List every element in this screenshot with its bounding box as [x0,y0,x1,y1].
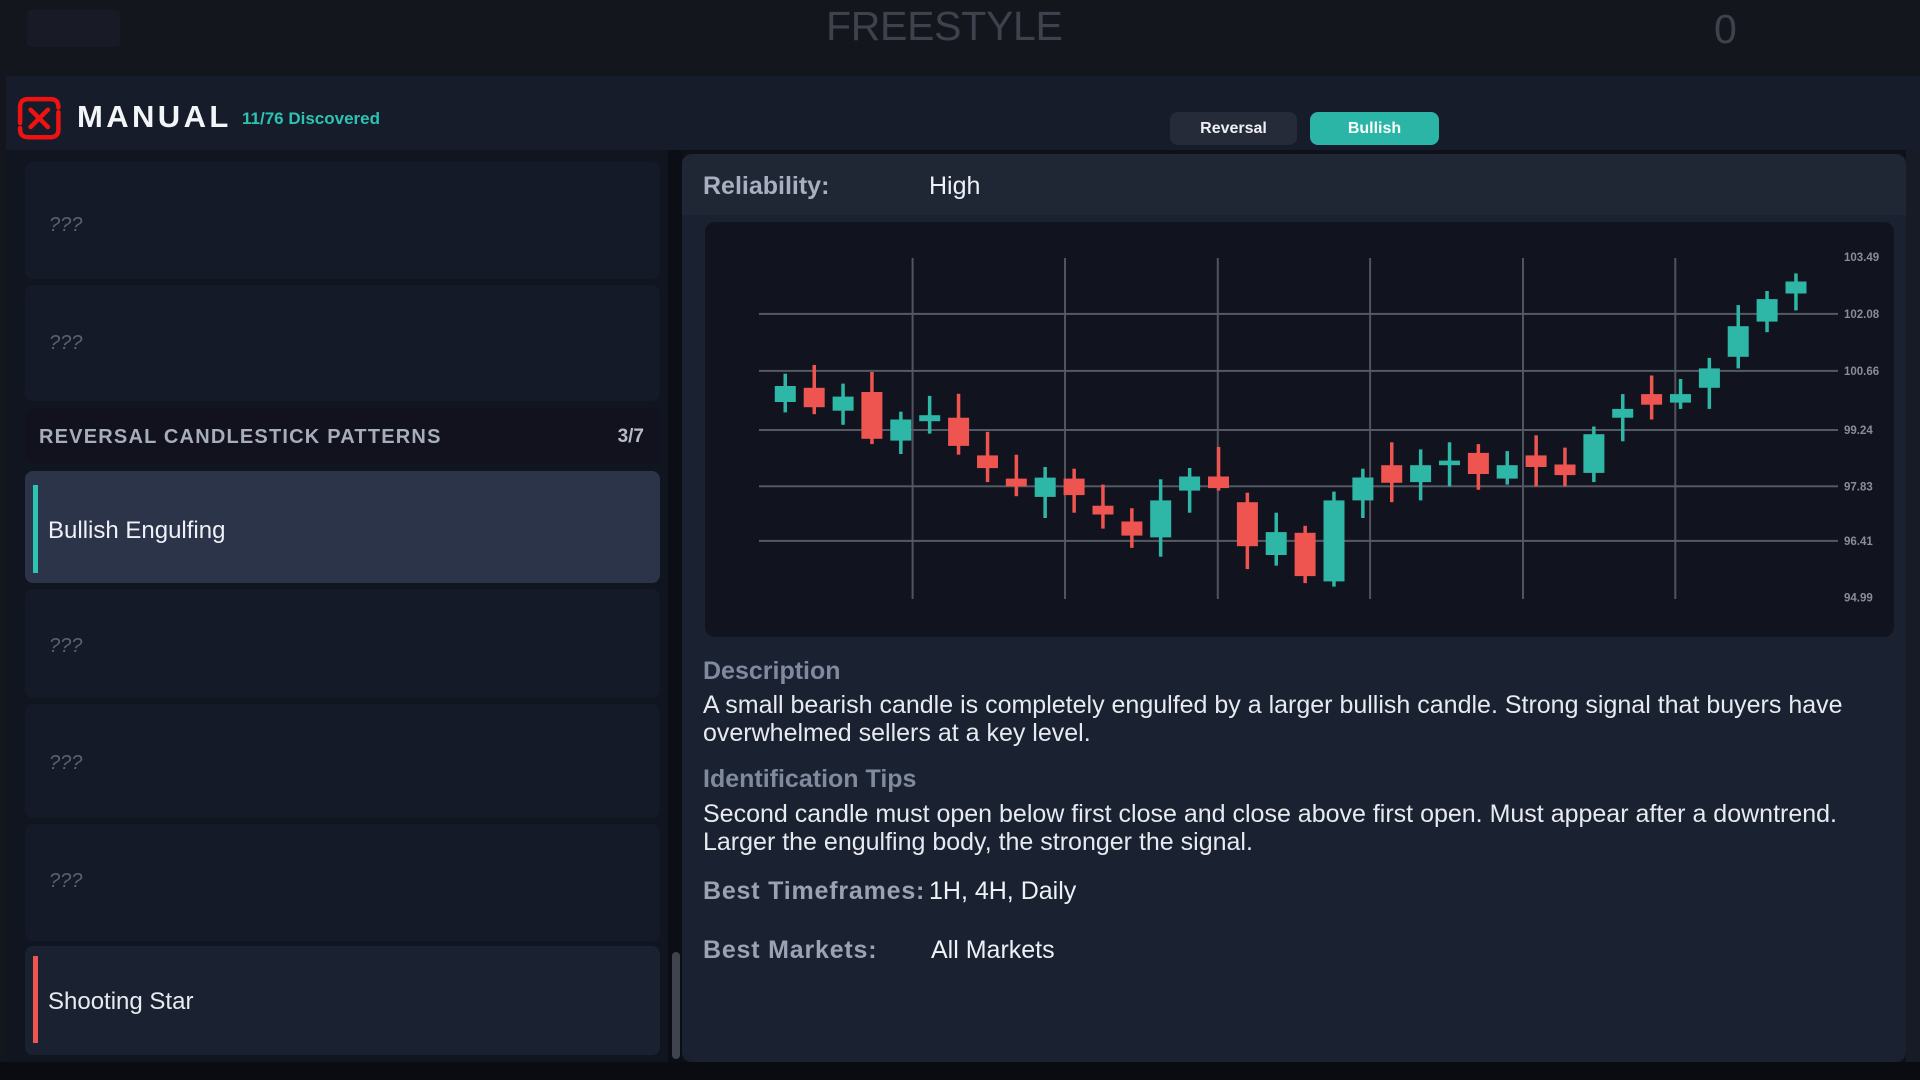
svg-text:99.24: 99.24 [1844,425,1873,437]
svg-text:94.99: 94.99 [1844,593,1873,605]
svg-text:102.08: 102.08 [1844,309,1880,321]
svg-text:97.83: 97.83 [1844,481,1873,493]
svg-text:100.66: 100.66 [1844,366,1879,378]
svg-text:103.49: 103.49 [1844,252,1879,264]
svg-text:96.41: 96.41 [1844,536,1873,548]
